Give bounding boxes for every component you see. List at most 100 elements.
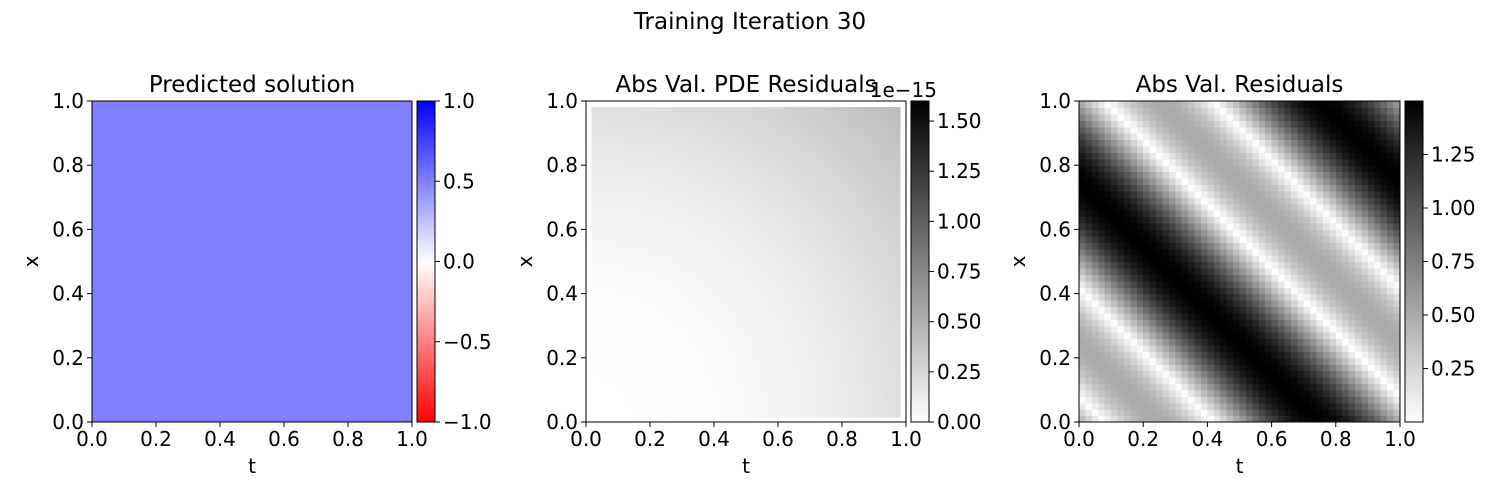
- heatmap-cell: [879, 304, 886, 311]
- heatmap-cell: [740, 170, 747, 177]
- heatmap-cell: [660, 101, 667, 107]
- heatmap-cell: [1130, 113, 1138, 121]
- heatmap-cell: [879, 416, 886, 423]
- heatmap-cell: [607, 213, 614, 220]
- heatmap-cell: [639, 373, 646, 380]
- heatmap-cell: [826, 293, 832, 300]
- heatmap-cell: [820, 304, 827, 311]
- heatmap-cell: [644, 175, 651, 182]
- heatmap-cell: [836, 379, 843, 386]
- heatmap-cell: [1200, 332, 1208, 340]
- heatmap-cell: [671, 133, 678, 140]
- heatmap-cell: [884, 389, 891, 396]
- heatmap-cell: [740, 165, 747, 172]
- heatmap-cell: [692, 309, 699, 316]
- heatmap-cell: [831, 111, 838, 118]
- heatmap-cell: [783, 218, 790, 225]
- heatmap-cell: [746, 272, 752, 279]
- heatmap-cell: [879, 191, 886, 198]
- heatmap-cell: [868, 341, 875, 348]
- heatmap-cell: [698, 122, 704, 129]
- heatmap-cell: [1149, 222, 1157, 230]
- heatmap-cell: [804, 331, 811, 337]
- heatmap-cell: [639, 202, 646, 209]
- heatmap-cell: [1175, 126, 1183, 134]
- heatmap-cell: [767, 208, 774, 214]
- heatmap-cell: [804, 229, 811, 236]
- heatmap-cell: [799, 234, 806, 241]
- heatmap-cell: [1104, 197, 1112, 205]
- heatmap-cell: [708, 234, 715, 241]
- heatmap-cell: [852, 175, 859, 182]
- heatmap-cell: [639, 315, 646, 321]
- heatmap-cell: [650, 133, 656, 140]
- heatmap-cell: [1200, 415, 1208, 423]
- heatmap-cell: [1079, 306, 1087, 314]
- heatmap-cell: [596, 138, 603, 145]
- heatmap-cell: [826, 154, 832, 161]
- heatmap-cell: [746, 240, 752, 247]
- heatmap-cell: [1239, 255, 1247, 263]
- heatmap-cell: [682, 261, 688, 268]
- heatmap-cell: [628, 304, 635, 311]
- heatmap-cell: [751, 122, 758, 129]
- heatmap-cell: [1104, 319, 1112, 327]
- heatmap-cell: [820, 122, 827, 129]
- heatmap-cell: [618, 266, 624, 273]
- heatmap-cell: [1168, 344, 1176, 352]
- heatmap-cell: [810, 341, 816, 348]
- heatmap-cell: [1239, 409, 1247, 417]
- heatmap-cell: [644, 240, 651, 247]
- colorbar: [416, 100, 436, 423]
- heatmap-cell: [586, 320, 592, 327]
- heatmap-cell: [858, 384, 864, 391]
- heatmap-cell: [666, 159, 672, 166]
- heatmap-cell: [804, 357, 811, 364]
- heatmap-cell: [628, 261, 635, 268]
- heatmap-cell: [767, 175, 774, 182]
- heatmap-cell: [1117, 332, 1125, 340]
- heatmap-cell: [655, 175, 662, 182]
- heatmap-cell: [858, 191, 864, 198]
- heatmap-cell: [858, 149, 864, 156]
- heatmap-cell: [719, 309, 726, 316]
- heatmap-cell: [1162, 242, 1170, 250]
- heatmap-cell: [826, 111, 832, 118]
- heatmap-cell: [586, 138, 592, 145]
- heatmap-cell: [1162, 113, 1170, 121]
- heatmap-cell: [698, 101, 704, 107]
- heatmap-cell: [858, 352, 864, 359]
- heatmap-cell: [895, 224, 902, 230]
- heatmap-cell: [698, 379, 704, 386]
- heatmap-cell: [863, 352, 870, 359]
- heatmap-cell: [1098, 145, 1106, 153]
- heatmap-cell: [831, 159, 838, 166]
- heatmap-cell: [730, 208, 736, 214]
- heatmap-cell: [1085, 370, 1093, 378]
- heatmap-cell: [1200, 184, 1208, 192]
- heatmap-cell: [836, 282, 843, 289]
- heatmap-cell: [623, 304, 630, 311]
- heatmap-cell: [724, 304, 731, 311]
- heatmap-cell: [815, 272, 822, 279]
- heatmap-cell: [692, 293, 699, 300]
- heatmap-cell: [868, 352, 875, 359]
- heatmap-cell: [863, 191, 870, 198]
- heatmap-cell: [836, 218, 843, 225]
- heatmap-cell: [794, 261, 800, 268]
- heatmap-cell: [682, 325, 688, 332]
- heatmap-cell: [788, 261, 795, 268]
- heatmap-cell: [1233, 364, 1241, 372]
- heatmap-cell: [623, 331, 630, 337]
- heatmap-cell: [1104, 383, 1112, 391]
- heatmap-cell: [724, 165, 731, 172]
- x-tick-label: 0.0: [76, 427, 108, 451]
- heatmap-cell: [874, 106, 880, 113]
- heatmap-cell: [628, 347, 635, 354]
- heatmap-cell: [618, 331, 624, 337]
- heatmap-cell: [735, 143, 742, 150]
- heatmap-cell: [655, 202, 662, 209]
- heatmap-cell: [735, 234, 742, 241]
- heatmap-cell: [703, 293, 710, 300]
- heatmap-cell: [618, 154, 624, 161]
